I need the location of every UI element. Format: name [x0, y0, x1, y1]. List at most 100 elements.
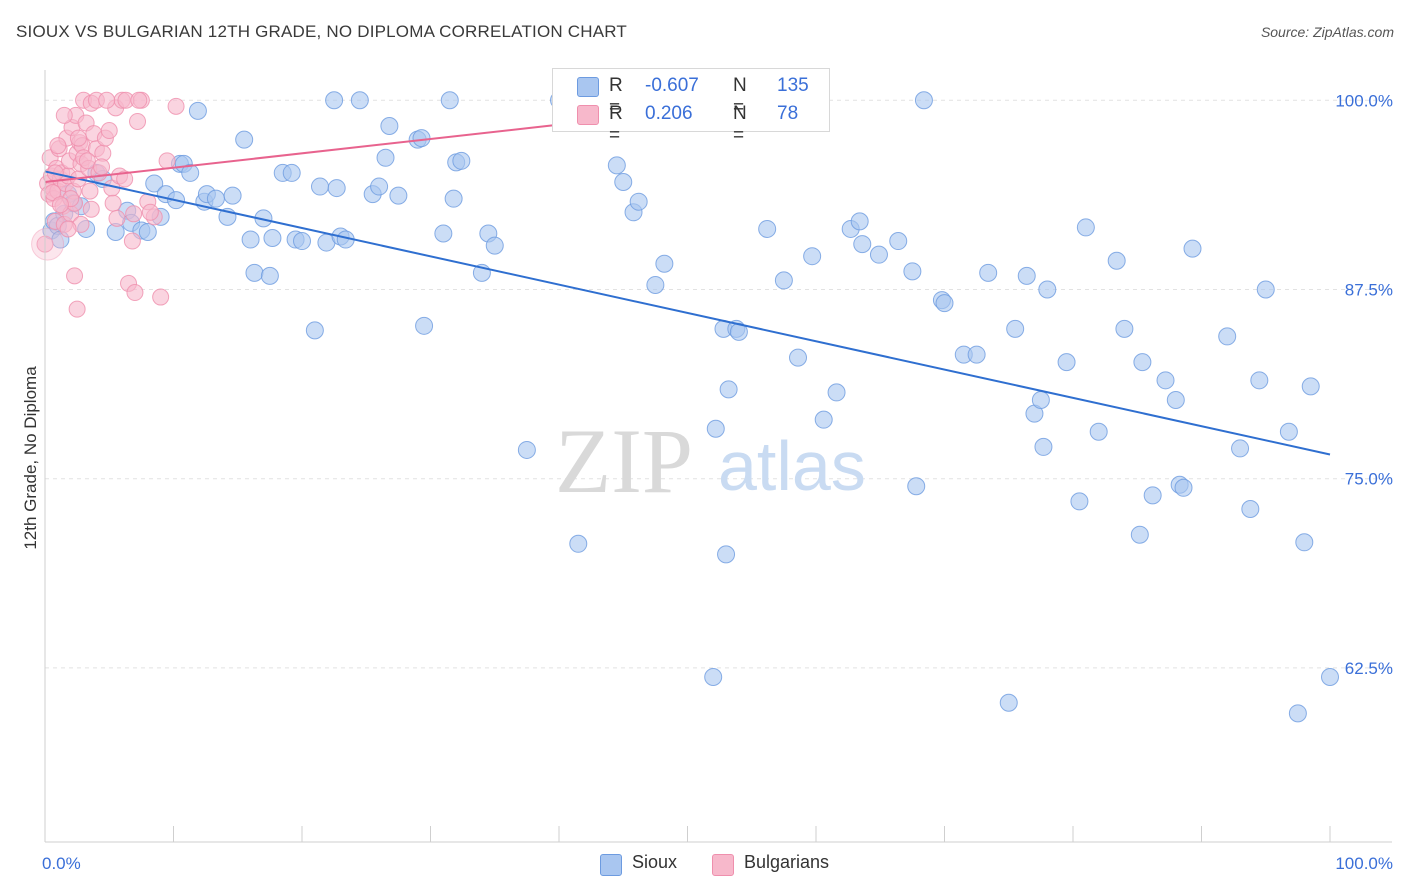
bulgarian-point	[55, 106, 73, 124]
bulgarian-point	[51, 196, 69, 214]
bulgarian-point	[82, 200, 100, 218]
sioux-point	[350, 91, 369, 110]
sioux-point	[853, 235, 872, 254]
bulgarian-point	[68, 300, 86, 318]
sioux-point	[1288, 704, 1307, 723]
legend-r-sioux: -0.607	[645, 75, 699, 96]
chart-title: SIOUX VS BULGARIAN 12TH GRADE, NO DIPLOM…	[16, 22, 628, 41]
legend-n-label: N =	[733, 103, 747, 146]
sioux-point	[434, 224, 453, 243]
sioux-point	[1034, 437, 1053, 456]
tick-labels: 62.5% 75.0% 87.5% 100.0% 0.0% 100.0%	[42, 91, 1393, 873]
sioux-swatch	[577, 77, 599, 97]
sioux-point	[1156, 371, 1175, 390]
sioux-point	[827, 383, 846, 402]
sioux-point	[789, 348, 808, 367]
sioux-point	[452, 151, 471, 170]
sioux-point	[1321, 668, 1339, 687]
bottom-legend-bulgarians-label: Bulgarians	[744, 852, 830, 872]
bulgarian-point	[141, 203, 159, 221]
bulgarian-point	[93, 158, 111, 176]
sioux-point	[282, 163, 301, 182]
sioux-point	[380, 117, 399, 136]
sioux-point	[717, 545, 736, 564]
sioux-point	[1017, 266, 1036, 285]
bulgarian-point	[69, 129, 87, 147]
y-tick-label: 75.0%	[1345, 470, 1393, 489]
sioux-point	[979, 263, 998, 282]
bulgarians-swatch	[577, 105, 599, 125]
bulgarian-point	[66, 267, 84, 285]
sioux-point	[1241, 499, 1260, 518]
sioux-point	[1295, 533, 1314, 552]
sioux-point	[325, 91, 344, 110]
sioux-point	[1076, 218, 1095, 237]
sioux-point	[310, 177, 329, 196]
sioux-point	[1301, 377, 1320, 396]
legend-n-bulgarians: 78	[777, 103, 799, 124]
sioux-point	[1279, 422, 1298, 441]
sioux-point	[412, 129, 431, 148]
sioux-point	[629, 192, 648, 211]
sioux-point	[1070, 492, 1089, 511]
bulgarian-point	[49, 137, 67, 155]
sioux-point	[935, 294, 954, 313]
sioux-point	[1166, 390, 1185, 409]
sioux-point	[803, 247, 822, 266]
bulgarian-point	[98, 91, 116, 109]
sioux-point	[245, 263, 264, 282]
sioux-point	[1089, 422, 1108, 441]
sioux-point	[1006, 319, 1025, 338]
sioux-point	[758, 219, 777, 238]
sioux-point	[1174, 478, 1193, 497]
sioux-point	[440, 91, 459, 110]
bulgarian-point	[78, 152, 96, 170]
sioux-point	[814, 410, 833, 429]
sioux-point	[138, 222, 157, 241]
sioux-point	[206, 189, 225, 208]
bulgarian-point	[126, 284, 144, 302]
bulgarian-point	[123, 232, 141, 250]
sioux-point	[1031, 390, 1050, 409]
bulgarian-point	[59, 220, 77, 238]
sioux-point	[263, 229, 282, 248]
legend-n-sioux: 135	[777, 75, 809, 96]
sioux-trend-line	[44, 170, 1331, 456]
sioux-point	[376, 148, 395, 167]
sioux-point	[1183, 239, 1202, 258]
sioux-point	[444, 189, 463, 208]
sioux-point	[260, 266, 279, 285]
watermark-atlas: atlas	[718, 427, 866, 505]
sioux-point	[517, 440, 536, 459]
sioux-point	[719, 380, 738, 399]
sioux-point	[1038, 280, 1057, 299]
sioux-point	[145, 174, 164, 193]
sioux-point	[914, 91, 933, 110]
bulgarian-point	[130, 91, 148, 109]
sioux-point	[646, 275, 665, 294]
sioux-point	[774, 271, 793, 290]
trend-lines	[44, 99, 1331, 456]
bulgarian-point	[167, 97, 185, 115]
grid	[45, 99, 1392, 669]
bulgarian-cluster-point	[31, 227, 65, 261]
sioux-point	[485, 236, 504, 255]
bulgarian-point	[125, 205, 143, 223]
sioux-point	[1107, 251, 1126, 270]
bulgarian-point	[116, 170, 134, 188]
sioux-point	[181, 163, 200, 182]
sioux-point	[607, 156, 626, 175]
sioux-point	[305, 321, 324, 340]
sioux-point	[1133, 353, 1152, 372]
sioux-point	[569, 534, 588, 553]
sioux-point	[415, 316, 434, 335]
bulgarian-point	[81, 182, 99, 200]
sioux-point	[1130, 525, 1149, 544]
sioux-point	[907, 477, 926, 496]
sioux-point	[889, 232, 908, 251]
bulgarians-swatch	[712, 854, 734, 876]
sioux-point	[235, 130, 254, 149]
sioux-point	[999, 693, 1018, 712]
sioux-point	[1218, 327, 1237, 346]
